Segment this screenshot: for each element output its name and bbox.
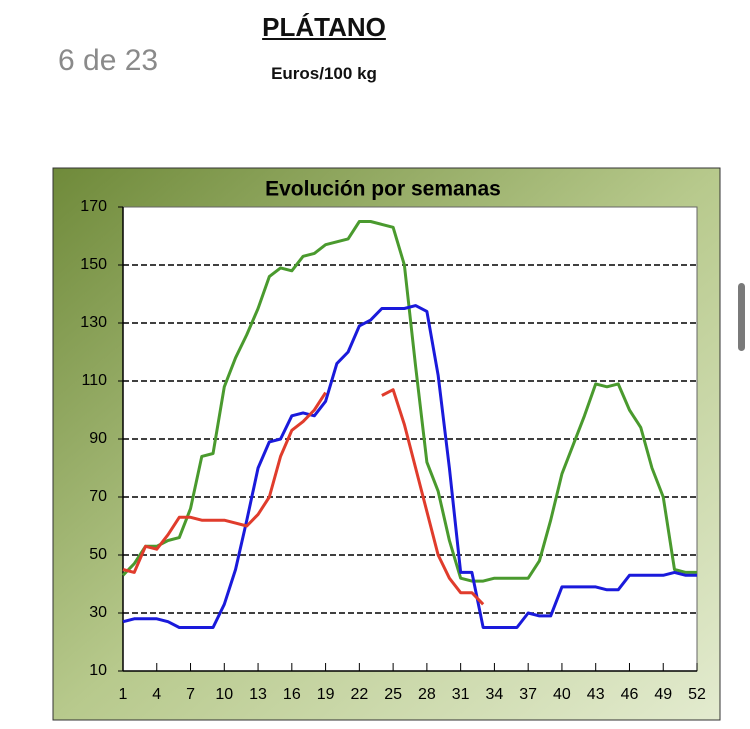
x-tick-label: 19 [317, 686, 335, 703]
x-tick-label: 4 [152, 686, 161, 703]
series-line [122, 304, 697, 629]
x-tick-label: 10 [215, 686, 233, 703]
y-tick-label: 110 [81, 372, 107, 389]
x-tick-label: 16 [283, 686, 301, 703]
y-tick-label: 90 [89, 430, 107, 447]
x-tick-label: 31 [452, 686, 470, 703]
x-tick-label: 22 [350, 686, 368, 703]
y-tick-label: 130 [80, 314, 107, 331]
x-tick-label: 49 [654, 686, 672, 703]
x-tick-label: 37 [519, 686, 537, 703]
x-tick-label: 40 [553, 686, 571, 703]
scrollbar[interactable] [738, 283, 745, 351]
y-tick-label: 50 [89, 546, 107, 563]
x-tick-label: 13 [249, 686, 267, 703]
x-tick-label: 7 [186, 686, 195, 703]
y-tick-label: 150 [80, 256, 107, 273]
x-tick-label: 1 [119, 686, 128, 703]
x-tick-label: 46 [621, 686, 639, 703]
chart-title: Evolución por semanas [265, 178, 501, 201]
y-tick-label: 10 [89, 662, 107, 679]
page-subtitle: Euros/100 kg [271, 64, 377, 83]
x-tick-label: 28 [418, 686, 436, 703]
x-tick-label: 52 [688, 686, 706, 703]
y-tick-label: 70 [89, 488, 107, 505]
series-line [121, 220, 697, 583]
y-tick-label: 30 [89, 604, 107, 621]
series-line [122, 388, 485, 606]
y-tick-label: 170 [80, 198, 107, 215]
page-title: PLÁTANO [262, 12, 386, 42]
page-indicator: 6 de 23 [58, 44, 159, 77]
x-tick-label: 43 [587, 686, 605, 703]
x-tick-label: 25 [384, 686, 402, 703]
x-tick-label: 34 [486, 686, 504, 703]
